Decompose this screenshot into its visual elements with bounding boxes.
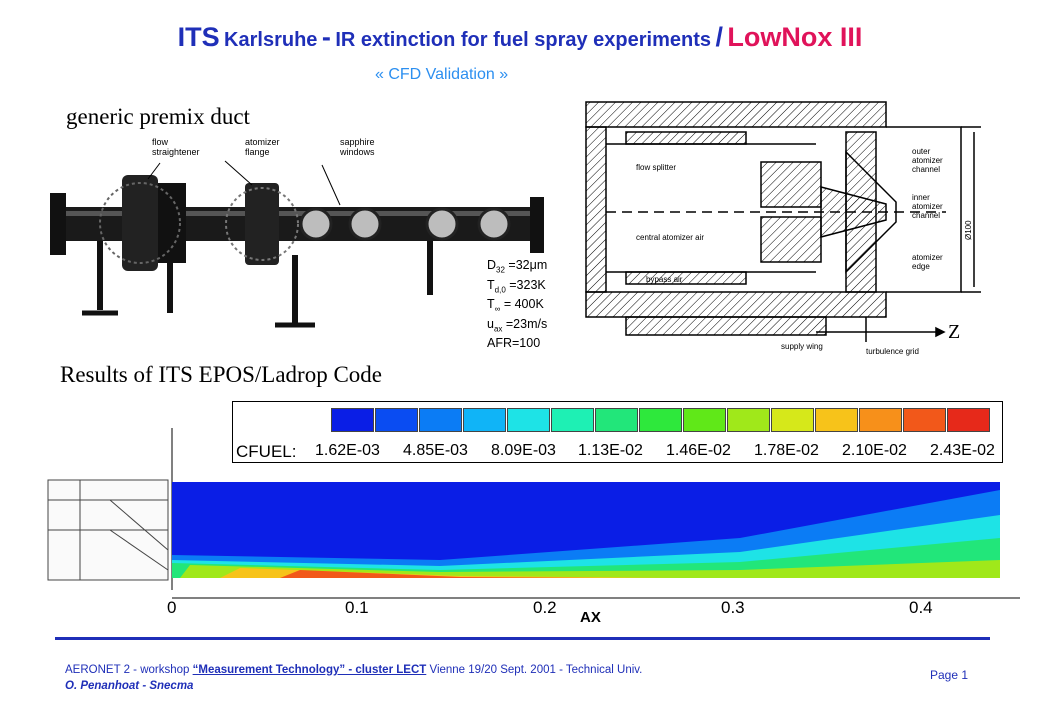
x-tick-label: 0.1 [345, 598, 369, 617]
x-tick-label: 0.2 [533, 598, 557, 617]
slide-subtitle: « CFD Validation » [375, 66, 509, 83]
cfuel-legend: CFUEL: 1.62E-03 4.85E-03 8.09E-03 1.13E-02 1… [232, 401, 1003, 463]
title-slash: / [715, 22, 723, 52]
drawing-label-bypass-air: bypass air [646, 275, 683, 284]
footer-suffix: Vienne 19/20 Sept. 2001 - Technical Univ… [426, 664, 643, 676]
section-label-results: Results of ITS EPOS/Ladrop Code [60, 362, 382, 387]
legend-swatch [771, 408, 814, 432]
drawing-label-supply-wing: supply wing [781, 342, 823, 351]
legend-swatch [463, 408, 506, 432]
drawing-label-inner-channel: inner atomizer channel [912, 193, 943, 220]
x-tick-label: 0.4 [909, 598, 933, 617]
nozzle-sketch [47, 479, 169, 581]
legend-swatches [331, 408, 991, 432]
legend-value: 1.13E-02 [578, 442, 643, 459]
legend-value: 1.62E-03 [315, 442, 380, 459]
param-afr: AFR=100 [487, 336, 541, 350]
drawing-label-z: Z [948, 321, 960, 343]
section-label-duct: generic premix duct [66, 104, 250, 129]
title-main: IR extinction for fuel spray experiments [335, 29, 711, 51]
legend-swatch [639, 408, 682, 432]
slide-title: ITS Karlsruhe - IR extinction for fuel s… [0, 22, 1040, 53]
legend-swatch [595, 408, 638, 432]
photo-label-windows: sapphire windows [339, 137, 375, 157]
photo-label-flange: atomizer flange [245, 137, 280, 157]
spray-parameters: D32 =32μm Td,0 =323K T∞ = 400K uax =23m/… [487, 258, 547, 351]
legend-swatch [727, 408, 770, 432]
legend-swatch [815, 408, 858, 432]
legend-swatch [331, 408, 374, 432]
legend-swatch [683, 408, 726, 432]
legend-swatch [903, 408, 946, 432]
footer-prefix: AERONET 2 - workshop [65, 664, 193, 676]
drawing-label-flow-splitter: flow splitter [636, 163, 676, 172]
drawing-label-atomizer-edge: atomizer edge [912, 253, 943, 271]
param-uax: uax =23m/s [487, 316, 548, 334]
title-lownox: LowNox III [727, 22, 863, 52]
legend-swatch [419, 408, 462, 432]
legend-swatch [859, 408, 902, 432]
param-td: Td,0 =323K [487, 277, 546, 295]
drawing-label-outer-channel: outer atomizer channel [912, 147, 943, 174]
drawing-label-diameter: Ø100 [964, 220, 973, 240]
legend-value: 1.78E-02 [754, 442, 819, 459]
legend-value: 4.85E-03 [403, 442, 468, 459]
atomizer-drawing: flow splitter central atomizer air bypas… [566, 92, 1034, 362]
legend-value: 1.46E-02 [666, 442, 731, 459]
cfuel-contour-plot [47, 428, 1020, 599]
footer-text: AERONET 2 - workshop “Measurement Techno… [65, 664, 642, 676]
title-its: ITS [177, 22, 220, 52]
footer-link[interactable]: “Measurement Technology” - cluster LECT [192, 664, 427, 676]
title-karlsruhe: Karlsruhe [224, 29, 318, 51]
page-number: Page 1 [930, 668, 969, 682]
x-axis-title: AX [580, 609, 601, 626]
drawing-label-turbulence-grid: turbulence grid [866, 347, 919, 356]
x-tick-label: 0 [167, 598, 177, 617]
contour-field [172, 482, 1000, 578]
param-tinf: T∞ = 400K [487, 297, 544, 314]
param-d32: D32 =32μm [487, 258, 548, 275]
legend-swatch [551, 408, 594, 432]
drawing-label-central-air: central atomizer air [636, 233, 704, 242]
x-tick-label: 0.3 [721, 598, 745, 617]
photo-label-flow: flow straightener [152, 137, 200, 157]
legend-value: 2.43E-02 [930, 442, 995, 459]
legend-value: 2.10E-02 [842, 442, 907, 459]
legend-label: CFUEL: [236, 442, 297, 461]
title-dash: - [321, 22, 331, 52]
footer-author: O. Penanhoat - Snecma [65, 680, 194, 692]
legend-swatch [375, 408, 418, 432]
footer-rule [55, 637, 990, 640]
legend-swatch [507, 408, 550, 432]
legend-value: 8.09E-03 [491, 442, 556, 459]
legend-swatch [947, 408, 990, 432]
duct-photo: flow straightener atomizer flange sapphire… [40, 135, 560, 345]
